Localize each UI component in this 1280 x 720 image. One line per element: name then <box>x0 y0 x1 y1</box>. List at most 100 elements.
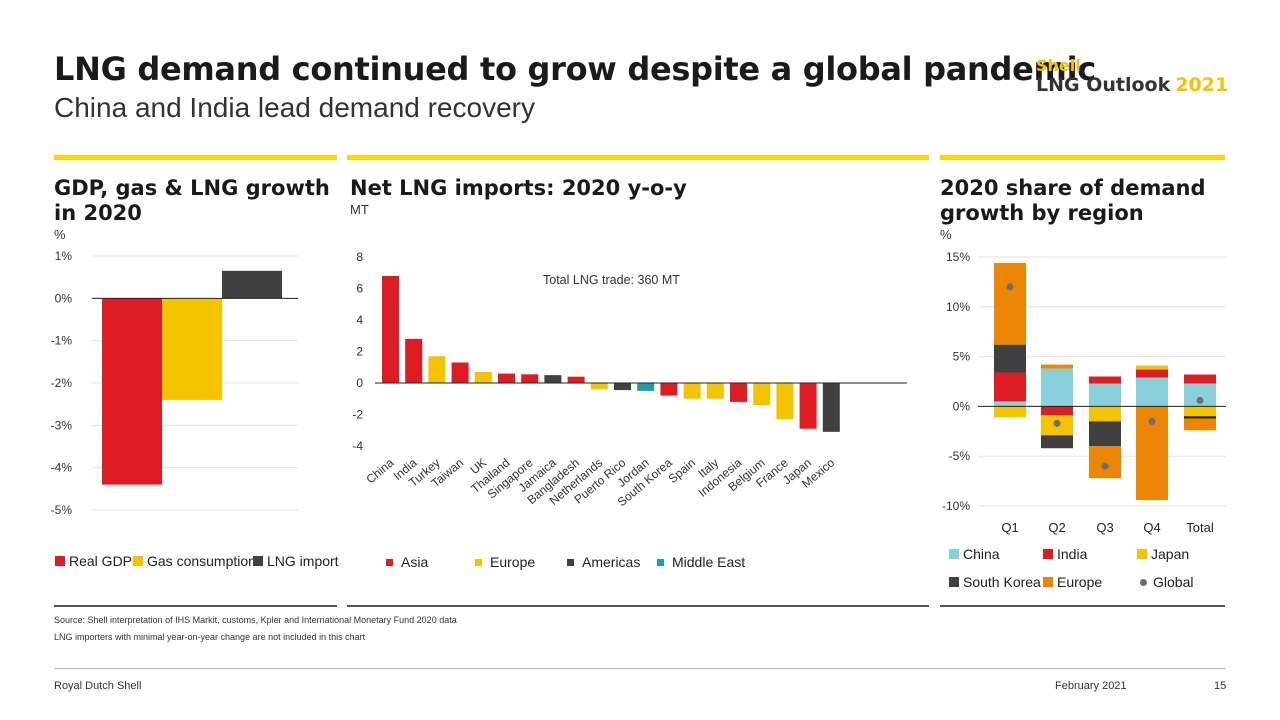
bar-segment-india <box>994 372 1026 402</box>
panel3-rule <box>940 155 1225 160</box>
bar-bangladesh <box>567 376 585 383</box>
legend-swatch <box>657 558 664 566</box>
legend-label: LNG import <box>267 553 339 569</box>
bar-segment-europe <box>1184 417 1216 431</box>
y-tick-label: 4 <box>356 313 363 327</box>
page-subtitle: China and India lead demand recovery <box>54 92 535 123</box>
legend-item: Americas <box>567 554 640 570</box>
legend-item: Global <box>1140 574 1193 590</box>
legend-label: China <box>963 546 1000 562</box>
bar-segment-south-korea <box>1089 421 1121 447</box>
bar-puerto-rico <box>614 383 631 391</box>
legend-swatch <box>1043 577 1053 587</box>
page-title: LNG demand continued to grow despite a g… <box>54 50 1096 88</box>
legend-label: Gas consumption <box>147 553 256 569</box>
panel1-bottom-rule <box>54 605 337 607</box>
y-tick-label: 15% <box>946 250 970 264</box>
legend-swatch <box>386 558 393 566</box>
legend-label: Middle East <box>672 554 746 570</box>
panel2-rule <box>347 155 929 160</box>
footer-date: February 2021 <box>1055 680 1127 692</box>
legend-label: Japan <box>1151 546 1190 562</box>
panel1-rule <box>54 155 337 160</box>
global-marker <box>1053 419 1061 427</box>
bar-segment-china <box>1184 383 1216 407</box>
legend-swatch <box>567 558 574 566</box>
y-tick-label: 0% <box>55 291 73 305</box>
legend-swatch <box>475 558 482 566</box>
panel1-title: GDP, gas & LNG growth in 2020 <box>54 176 330 225</box>
bar-lng-import <box>222 270 282 299</box>
source-note: Source: Shell interpretation of IHS Mark… <box>54 615 457 625</box>
footer-divider <box>54 668 1226 669</box>
global-marker <box>1006 283 1014 291</box>
bar-real-gdp <box>102 298 162 485</box>
global-marker <box>1196 396 1204 404</box>
legend-item: Japan <box>1137 546 1189 562</box>
legend-item: Europe <box>475 554 535 570</box>
bar-india <box>405 338 423 383</box>
bar-china <box>382 275 399 383</box>
bar-gas-consumption <box>162 298 222 400</box>
brand-name: Shell <box>1036 56 1081 75</box>
panel1-unit: % <box>54 227 66 242</box>
legend-label: South Korea <box>963 574 1041 590</box>
panel3-unit: % <box>940 227 952 242</box>
x-tick-label: Total <box>1186 520 1214 535</box>
legend-item: China <box>949 546 1000 562</box>
bar-segment-japan <box>1184 406 1216 418</box>
legend-item: Europe <box>1043 574 1102 590</box>
y-tick-label: 10% <box>946 300 970 314</box>
panel2-bottom-rule <box>347 605 929 607</box>
legend-swatch <box>1137 549 1147 559</box>
global-marker <box>1101 462 1109 470</box>
y-tick-label: -5% <box>949 449 971 463</box>
legend-swatch <box>949 549 959 559</box>
legend-label: India <box>1057 546 1088 562</box>
panel2-unit: MT <box>350 202 369 217</box>
legend-item: Asia <box>386 554 428 570</box>
y-tick-label: 0 <box>356 376 363 390</box>
bar-france <box>776 383 794 420</box>
bar-belgium <box>753 383 771 406</box>
x-tick-label: Q3 <box>1096 520 1113 535</box>
y-tick-label: -4% <box>51 461 73 475</box>
y-tick-label: -2% <box>51 376 73 390</box>
legend-swatch <box>55 556 65 566</box>
bar-segment-india <box>1041 406 1073 416</box>
total-trade-annotation: Total LNG trade: 360 MT <box>543 273 680 287</box>
legend-item: South Korea <box>949 574 1041 590</box>
bar-netherlands <box>590 383 608 390</box>
x-tick-label: Q1 <box>1001 520 1018 535</box>
x-tick-label: Q4 <box>1143 520 1160 535</box>
bar-segment-china <box>1136 377 1168 407</box>
bar-segment-europe <box>994 262 1026 345</box>
bar-segment-china <box>1089 383 1121 407</box>
legend-label: Asia <box>401 554 429 570</box>
y-tick-label: -3% <box>51 418 73 432</box>
legend-dot <box>1140 578 1147 586</box>
brand-year: 2021 <box>1175 74 1229 96</box>
bar-segment-china <box>994 401 1026 407</box>
y-tick-label: 8 <box>356 250 363 264</box>
y-tick-label: -4 <box>352 439 363 453</box>
bar-south-korea <box>660 383 678 396</box>
y-tick-label: -5% <box>51 503 73 517</box>
legend-item: India <box>1043 546 1087 562</box>
y-tick-label: -10% <box>942 499 970 513</box>
demand-share-chart: 15% 10% 5% 0% -5% -10% Q1 Q2 Q3 Q4 Total <box>942 250 1226 535</box>
legend-label: Europe <box>1057 574 1103 590</box>
bar-jamaica <box>544 375 562 383</box>
bar-italy <box>706 383 724 399</box>
gdp-gas-lng-chart: 1% 0% -1% -2% -3% -4% -5% <box>51 249 298 517</box>
chart-note: LNG importers with minimal year-on-year … <box>54 632 366 642</box>
legend-item: Real GDP <box>55 553 132 569</box>
legend-label: Europe <box>490 554 536 570</box>
legend-swatch <box>133 556 143 566</box>
bar-segment-india <box>1184 374 1216 384</box>
y-tick-label: 0% <box>953 399 971 413</box>
page-number: 15 <box>1214 680 1227 692</box>
brand-line: LNG Outlook <box>1036 74 1171 96</box>
y-tick-label: 1% <box>55 249 73 263</box>
